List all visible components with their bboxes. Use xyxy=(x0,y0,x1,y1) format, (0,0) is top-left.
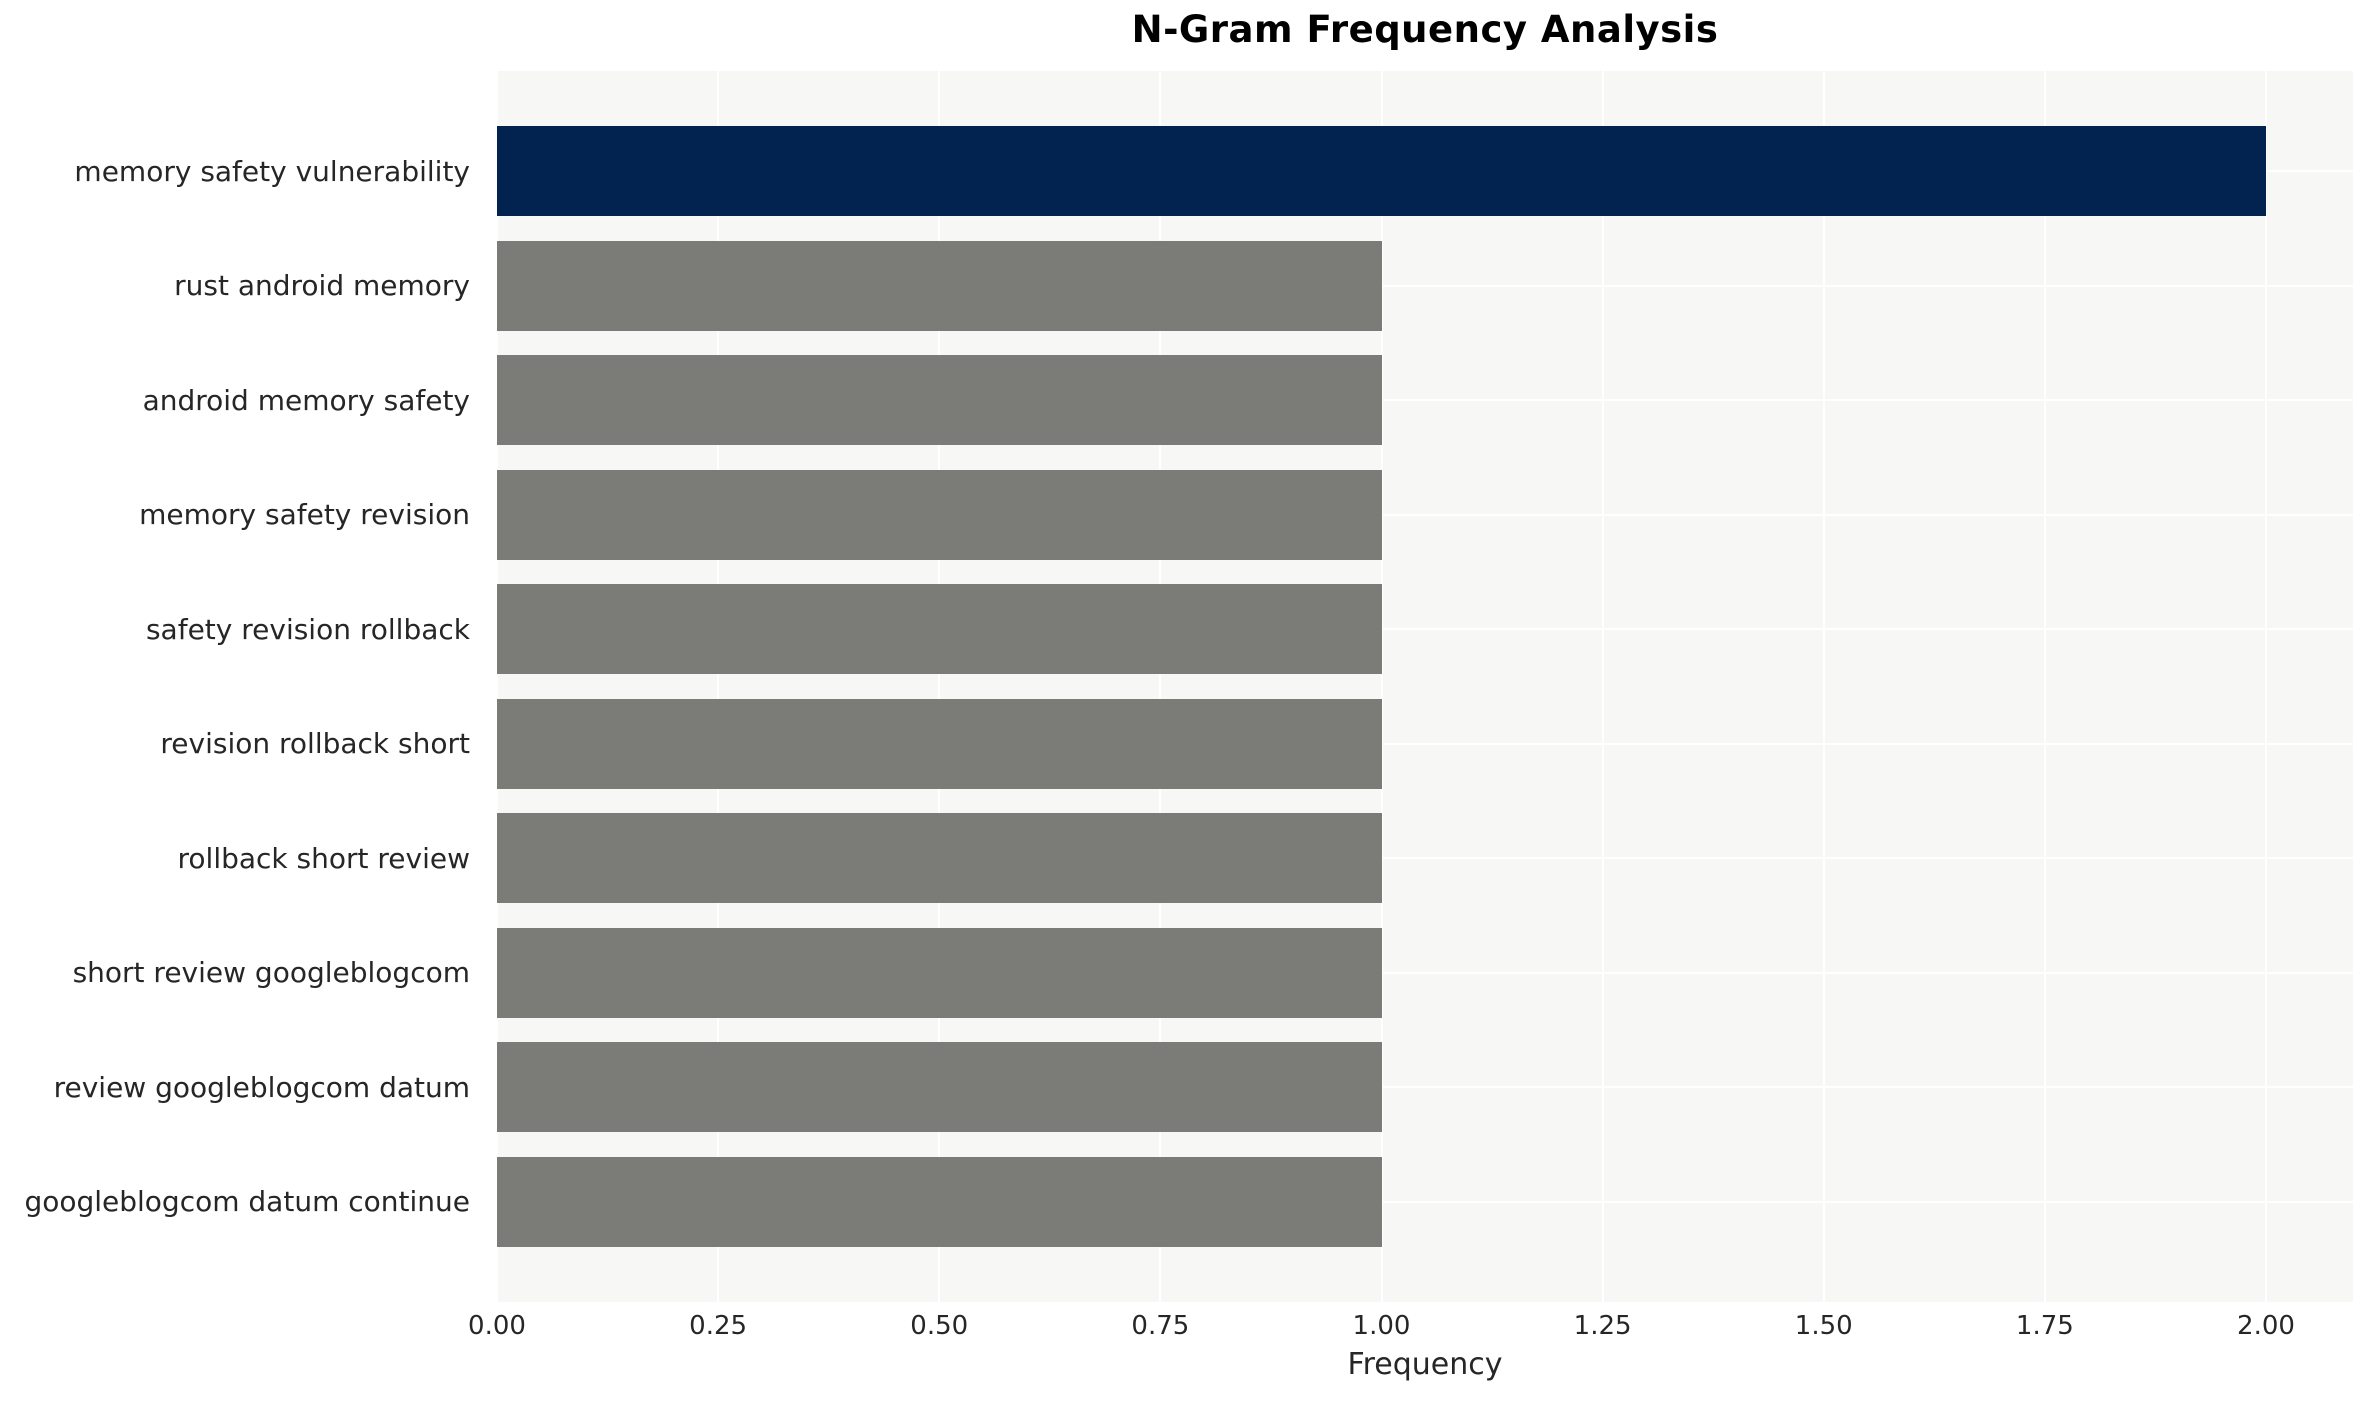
y-gridline xyxy=(497,971,2353,974)
plot-area xyxy=(496,71,2353,1302)
x-tick-label: 1.25 xyxy=(1573,1311,1632,1341)
category-label: rust android memory xyxy=(174,269,470,303)
bar-review-googleblogcom-datum xyxy=(497,1042,1382,1133)
x-gridline xyxy=(1381,71,1383,1302)
category-label: safety revision rollback xyxy=(145,612,470,646)
x-gridline xyxy=(938,71,940,1302)
bar-rows xyxy=(497,114,2353,1259)
bar-rollback-short-review xyxy=(497,813,1382,904)
x-gridline xyxy=(1159,71,1161,1302)
y-gridline xyxy=(497,513,2353,516)
x-tick-label: 1.00 xyxy=(1352,1311,1411,1341)
y-gridline xyxy=(497,399,2353,402)
category-label: review googleblogcom datum xyxy=(53,1070,470,1104)
bar-googleblogcom-datum-continue xyxy=(497,1156,1382,1247)
x-tick-label: 0.25 xyxy=(689,1311,748,1341)
y-gridline xyxy=(497,742,2353,745)
bar-row xyxy=(497,1030,2353,1145)
x-gridline xyxy=(717,71,719,1302)
bar-row xyxy=(497,114,2353,229)
x-tick-label: 2.00 xyxy=(2237,1311,2295,1341)
bar-row xyxy=(497,229,2353,344)
x-axis-title: Frequency xyxy=(1347,1347,1503,1382)
bar-row xyxy=(497,572,2353,687)
y-gridline xyxy=(497,1086,2353,1089)
x-gridline xyxy=(1823,71,1825,1302)
category-label: memory safety vulnerability xyxy=(74,154,470,188)
x-gridline xyxy=(496,71,498,1302)
x-tick-label: 0.75 xyxy=(1131,1311,1190,1341)
x-gridline xyxy=(2044,71,2046,1302)
bar-row xyxy=(497,1145,2353,1260)
y-gridline xyxy=(497,628,2353,631)
x-tick-label: 0.00 xyxy=(468,1311,526,1341)
bar-row xyxy=(497,458,2353,573)
x-tick-label: 1.75 xyxy=(2015,1311,2074,1341)
bar-row xyxy=(497,343,2353,458)
x-gridline xyxy=(2265,71,2267,1302)
x-gridline xyxy=(1602,71,1604,1302)
bar-memory-safety-vulnerability xyxy=(497,126,2266,217)
category-label: googleblogcom datum continue xyxy=(24,1185,470,1219)
y-gridline xyxy=(497,284,2353,287)
category-label: rollback short review xyxy=(177,841,470,875)
bar-revision-rollback-short xyxy=(497,698,1382,789)
y-gridline xyxy=(497,1200,2353,1203)
bar-android-memory-safety xyxy=(497,355,1382,446)
bar-rust-android-memory xyxy=(497,240,1382,331)
chart-title: N-Gram Frequency Analysis xyxy=(1131,8,1719,51)
bar-memory-safety-revision xyxy=(497,469,1382,560)
y-axis-category-labels: memory safety vulnerability rust android … xyxy=(0,114,483,1259)
category-label: short review googleblogcom xyxy=(72,956,470,990)
category-label: android memory safety xyxy=(142,383,470,417)
category-label: revision rollback short xyxy=(160,727,470,761)
bar-row xyxy=(497,916,2353,1031)
x-tick-label: 1.50 xyxy=(1794,1311,1853,1341)
bar-row xyxy=(497,687,2353,802)
bar-safety-revision-rollback xyxy=(497,584,1382,675)
bar-row xyxy=(497,801,2353,916)
y-gridline xyxy=(497,857,2353,860)
x-tick-label: 0.50 xyxy=(910,1311,969,1341)
category-label: memory safety revision xyxy=(139,498,470,532)
bar-short-review-googleblogcom xyxy=(497,927,1382,1018)
